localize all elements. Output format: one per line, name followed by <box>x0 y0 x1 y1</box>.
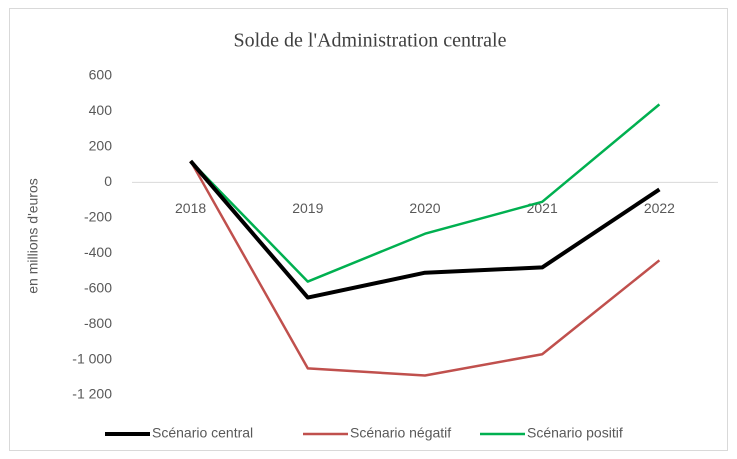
series-line <box>189 159 661 300</box>
y-tick-label: -600 <box>84 279 112 295</box>
legend-label: Scénario central <box>152 425 253 441</box>
x-tick-label: 2018 <box>175 200 206 216</box>
y-axis-title: en millions d'euros <box>25 178 41 294</box>
y-tick-label: 200 <box>89 138 113 154</box>
x-tick-label: 2020 <box>409 200 440 216</box>
y-tick-label: 600 <box>89 67 113 83</box>
legend-label: Scénario positif <box>527 425 623 441</box>
y-tick-label: -800 <box>84 315 112 331</box>
y-tick-label: -1 200 <box>72 386 112 402</box>
y-tick-label: -400 <box>84 244 112 260</box>
series-line <box>189 160 661 377</box>
y-tick-label: -1 000 <box>72 350 112 366</box>
chart-border <box>9 8 728 451</box>
x-tick-label: 2022 <box>644 200 675 216</box>
y-tick-label: -200 <box>84 208 112 224</box>
y-tick-label: 400 <box>89 102 113 118</box>
chart-title: Solde de l'Administration centrale <box>234 30 507 52</box>
x-tick-label: 2019 <box>292 200 323 216</box>
y-tick-label: 0 <box>104 173 112 189</box>
legend-label: Scénario négatif <box>350 425 451 441</box>
series-line <box>189 103 661 283</box>
